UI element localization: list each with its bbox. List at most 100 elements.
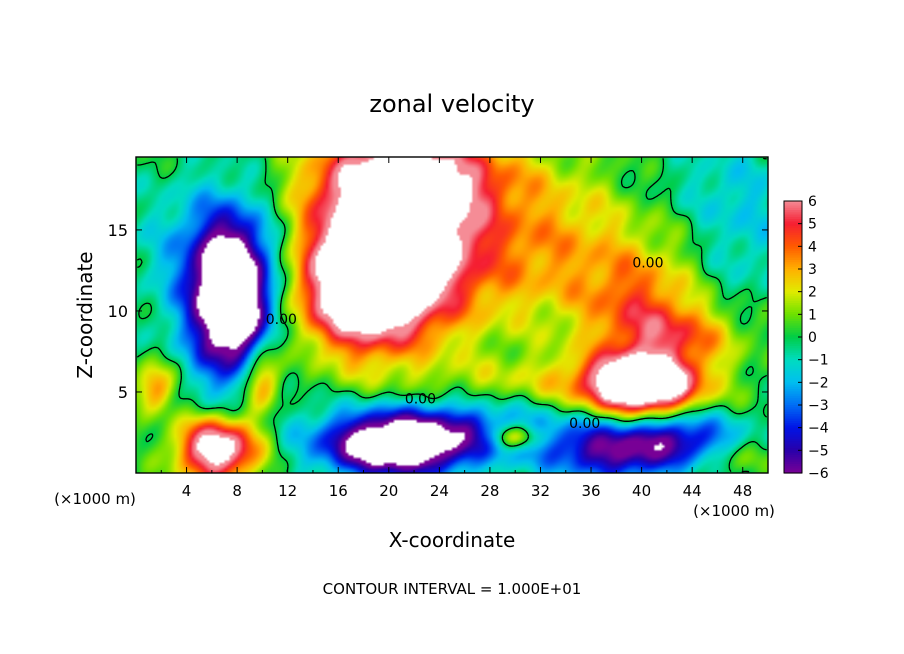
colorbar-segment	[784, 307, 802, 311]
colorbar-segment	[784, 269, 802, 272]
colorbar-segment	[784, 461, 802, 465]
colorbar-segment	[784, 312, 802, 315]
colorbar-segment	[784, 346, 802, 349]
colorbar-segment	[784, 271, 802, 275]
colorbar-segment	[784, 352, 802, 356]
x-tick-label: 32	[531, 482, 550, 500]
colorbar-segment	[784, 225, 802, 229]
velocity-field-image	[136, 157, 768, 473]
colorbar-segment	[784, 250, 802, 254]
colorbar-segment	[784, 375, 802, 379]
colorbar-segment	[784, 332, 802, 336]
colorbar-segment	[784, 463, 802, 467]
colorbar-segment	[784, 366, 802, 370]
colorbar-tick-label: 5	[808, 217, 817, 233]
colorbar-segment	[784, 314, 802, 318]
colorbar-segment	[784, 389, 802, 392]
colorbar-segment	[784, 425, 802, 429]
colorbar-tick-label: −4	[808, 421, 829, 437]
colorbar-segment	[784, 296, 802, 300]
colorbar-segment	[784, 298, 802, 302]
colorbar-tick-label: −6	[808, 466, 829, 482]
colorbar-segment	[784, 237, 802, 241]
contour-label: 0.00	[569, 416, 600, 432]
colorbar-segment	[784, 377, 802, 381]
colorbar-segment	[784, 439, 802, 442]
x-tick-label: 12	[278, 482, 297, 500]
colorbar-segment	[784, 339, 802, 343]
colorbar-segment	[784, 325, 802, 329]
colorbar-segment	[784, 457, 802, 460]
x-tick-label: 16	[329, 482, 348, 500]
colorbar-segment	[784, 284, 802, 288]
colorbar-segment	[784, 323, 802, 327]
colorbar-segment	[784, 219, 802, 222]
colorbar-segment	[784, 414, 802, 417]
colorbar-segment	[784, 259, 802, 263]
colorbar-tick-label: −5	[808, 443, 829, 459]
colorbar-segment	[784, 264, 802, 268]
colorbar-segment	[784, 373, 802, 377]
colorbar-segment	[784, 400, 802, 404]
colorbar-segment	[784, 291, 802, 295]
colorbar-segment	[784, 466, 802, 470]
x-tick-label: 24	[430, 482, 449, 500]
colorbar-segment	[784, 337, 802, 340]
colorbar-tick-label: −2	[808, 375, 829, 391]
colorbar-tick-label: 4	[808, 239, 817, 255]
x-tick-label: 48	[733, 482, 752, 500]
colorbar-segment	[784, 201, 802, 204]
colorbar-segment	[784, 262, 802, 266]
colorbar-segment	[784, 303, 802, 306]
heatmap-area	[136, 157, 768, 473]
x-tick-label: 44	[683, 482, 702, 500]
x-tick-label: 4	[182, 482, 192, 500]
colorbar-segment	[784, 278, 802, 281]
colorbar-segment	[784, 355, 802, 358]
colorbar-segment	[784, 287, 802, 290]
colorbar-segment	[784, 382, 802, 386]
zero-contour	[136, 157, 768, 473]
contour-interval-footer: CONTOUR INTERVAL = 1.000E+01	[323, 580, 582, 598]
plot-frame	[135, 156, 769, 474]
colorbar-segment	[784, 380, 802, 383]
colorbar-segment	[784, 300, 802, 304]
colorbar-segment	[784, 275, 802, 279]
colorbar-segment	[784, 359, 802, 363]
colorbar-segment	[784, 407, 802, 411]
colorbar-segment	[784, 454, 802, 458]
colorbar-segment	[784, 235, 802, 238]
zero-contour-lines	[136, 157, 768, 473]
colorbar-segment	[784, 343, 802, 347]
colorbar-segment	[784, 330, 802, 334]
y-axis-ticks: 5 10 15	[108, 221, 768, 402]
contour-label: 0.00	[632, 255, 663, 271]
colorbar-segment	[784, 427, 802, 431]
colorbar-segment	[784, 230, 802, 234]
colorbar-segment	[784, 418, 802, 422]
colorbar-segment	[784, 416, 802, 420]
colorbar-segment	[784, 432, 802, 436]
x-tick-label: 36	[581, 482, 600, 500]
colorbar-segment	[784, 282, 802, 286]
colorbar-segment	[784, 441, 802, 445]
colorbar-segment	[784, 244, 802, 247]
colorbar-tick-label: 1	[808, 307, 817, 323]
colorbar-segment	[784, 445, 802, 449]
x-tick-label: 8	[232, 482, 242, 500]
colorbar-tick-label: −1	[808, 353, 829, 369]
colorbar-segment	[784, 420, 802, 424]
contour-label: 0.00	[405, 391, 436, 407]
contour-label: 0.00	[266, 312, 297, 328]
colorbar-segment	[784, 316, 802, 320]
contour-labels: 0.00 0.00 0.00 0.00	[266, 255, 664, 431]
colorbar-segment	[784, 210, 802, 213]
colorbar-segment	[784, 409, 802, 413]
colorbar-segment	[784, 221, 802, 225]
colorbar-segment	[784, 398, 802, 402]
colorbar-segment	[784, 246, 802, 250]
colorbar-segment	[784, 405, 802, 408]
colorbar-segment	[784, 341, 802, 345]
colorbar-segment	[784, 371, 802, 374]
